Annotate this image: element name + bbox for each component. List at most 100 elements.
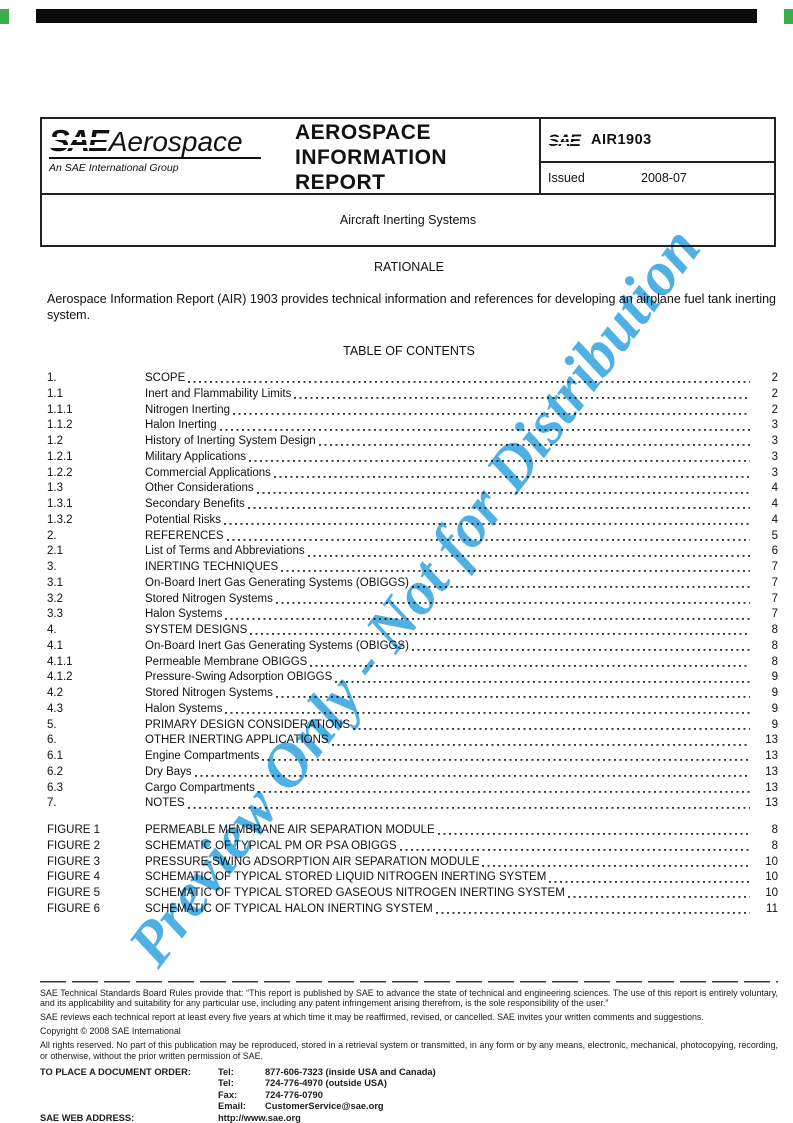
toc-entry-title: List of Terms and Abbreviations [145, 545, 305, 558]
dot-leader [219, 418, 750, 434]
toc-entry-number: FIGURE 5 [47, 887, 101, 899]
toc-entry-number: 4.3 [47, 702, 63, 715]
brand-name: Aerospace [108, 126, 243, 158]
dot-leader [273, 465, 750, 482]
toc-entry-title: SCHEMATIC OF TYPICAL STORED GASEOUS NITR… [145, 887, 565, 899]
toc-entry: 1.3.2 Potential Risks 4 [47, 512, 778, 1123]
toc-entry: 2. REFERENCES 5 [47, 528, 778, 1123]
toc-entry: 6.1 Engine Compartments 13 [47, 749, 778, 1123]
dot-leader [187, 796, 750, 812]
toc-entry-title: PERMEABLE MEMBRANE AIR SEPARATION MODULE [145, 824, 435, 836]
logo-tagline: An SAE International Group [49, 162, 179, 175]
rationale-body: Aerospace Information Report (AIR) 1903 … [47, 292, 776, 322]
footer-divider [40, 981, 778, 983]
document-type-title: AEROSPACE INFORMATION REPORT [295, 119, 539, 194]
figure-entry: FIGURE 2 SCHEMATIC OF TYPICAL PM OR PSA O… [47, 838, 778, 1123]
order-block-label: TO PLACE A DOCUMENT ORDER: [40, 1066, 191, 1077]
toc-entry: 1.3.1 Secondary Benefits 4 [47, 497, 778, 1123]
scan-artifact-tab-left [0, 9, 9, 24]
toc-entry-number: 1.3.1 [47, 498, 73, 510]
toc-entry-number: 6.2 [47, 765, 63, 778]
dot-leader [310, 654, 750, 671]
copyright-notice: Copyright © 2008 SAE International [40, 1026, 181, 1037]
order-email-link[interactable]: CustomerService@sae.org [265, 1101, 384, 1112]
toc-entry-title: Dry Bays [145, 765, 192, 778]
toc-entry-number: 7. [47, 797, 57, 810]
document-subtitle-row: Aircraft Inerting Systems [42, 195, 774, 245]
document-info-cell: SAE AIR1903 Issued 2008-07 [539, 119, 774, 193]
order-line-value: 877-606-7323 (inside USA and Canada) [265, 1066, 436, 1077]
issued-date: 2008-07 [641, 171, 687, 185]
dot-leader [275, 686, 750, 702]
figure-entry: FIGURE 4 SCHEMATIC OF TYPICAL STORED LIQU… [47, 870, 778, 1123]
toc-entry: 1.1 Inert and Flammability Limits 2 [47, 386, 778, 1123]
toc-entry-title: History of Inerting System Design [145, 435, 316, 447]
dot-leader [194, 764, 750, 781]
toc-entry-title: On-Board Inert Gas Generating Systems (O… [145, 576, 409, 589]
toc-entry: 1.2.1 Military Applications 3 [47, 449, 778, 1123]
dot-leader [335, 670, 750, 686]
toc-entry: 4.3 Halon Systems 9 [47, 701, 778, 1123]
footer-notice: All rights reserved. No part of this pub… [40, 1040, 778, 1061]
scan-artifact-tab-right [784, 9, 793, 24]
toc-entry-title: PRIMARY DESIGN CONSIDERATIONS [145, 718, 351, 731]
toc-entry-number: 3.2 [47, 592, 63, 605]
dot-leader [411, 575, 750, 592]
dot-leader [435, 901, 750, 918]
footer: SAE Technical Standards Board Rules prov… [40, 981, 778, 1123]
document-number-row: SAE AIR1903 [541, 119, 774, 163]
document-type-text: AEROSPACE INFORMATION REPORT [295, 121, 448, 194]
web-address-label: SAE WEB ADDRESS: [40, 1112, 135, 1123]
dot-leader [250, 623, 750, 639]
figure-entry: FIGURE 5 SCHEMATIC OF TYPICAL STORED GASE… [47, 886, 778, 1123]
toc-entry-number: 4.1 [47, 639, 63, 652]
order-line-value: 724-776-0790 [265, 1089, 323, 1100]
toc-entry-title: Stored Nitrogen Systems [145, 687, 273, 699]
toc-entry-title: Halon Systems [145, 608, 223, 621]
toc-entry: 1.3 Other Considerations 4 [47, 481, 778, 1123]
toc-entry: 6. OTHER INERTING APPLICATIONS 13 [47, 733, 778, 1123]
toc-entry: 4.1 On-Board Inert Gas Generating Systems… [47, 638, 778, 1123]
dot-leader [437, 823, 750, 839]
dot-leader [567, 886, 750, 902]
toc-entry: 7. NOTES 13 [47, 796, 778, 1123]
figure-entry: FIGURE 6 SCHEMATIC OF TYPICAL HALON INERT… [47, 901, 778, 1123]
toc-entry-title: Permeable Membrane OBIGGS [145, 655, 308, 668]
toc-entry-title: SCHEMATIC OF TYPICAL PM OR PSA OBIGGS [145, 839, 397, 852]
toc-entry: 1. SCOPE 2 [47, 371, 778, 1123]
toc-entry: 6.3 Cargo Compartments 13 [47, 780, 778, 1123]
toc-entry-number: 4. [47, 624, 57, 636]
web-address-link[interactable]: http://www.sae.org [218, 1112, 301, 1123]
dot-leader [247, 497, 750, 513]
footer-notice: SAE Technical Standards Board Rules prov… [40, 987, 778, 1009]
toc-entry: 2.1 List of Terms and Abbreviations 6 [47, 544, 778, 1123]
toc-entry-title: NOTES [145, 797, 185, 810]
dot-leader [275, 591, 750, 608]
toc-entry-title: Potential Risks [145, 513, 222, 526]
dot-leader [353, 717, 750, 734]
toc-entry-number: FIGURE 2 [47, 839, 101, 852]
footer-notice: SAE reviews each technical report at lea… [40, 1012, 704, 1023]
figure-entry: FIGURE 1 PERMEABLE MEMBRANE AIR SEPARATIO… [47, 823, 778, 1123]
toc-entry-number: 1.1.2 [47, 419, 73, 432]
toc-entry: 1.2 History of Inerting System Design 3 [47, 434, 778, 1123]
dot-leader [224, 512, 750, 529]
scan-artifact-bar [36, 9, 757, 23]
toc-entry-number: 2. [47, 529, 57, 542]
toc-entry-title: Commercial Applications [145, 466, 271, 479]
toc-entry: 4.1.2 Pressure-Swing Adsorption OBIGGS 9 [47, 670, 778, 1123]
dot-leader [225, 607, 750, 623]
toc-entry-number: 1.1.1 [47, 403, 73, 416]
issued-row: Issued 2008-07 [541, 163, 774, 193]
toc-entry: 6.2 Dry Bays 13 [47, 764, 778, 1123]
dot-leader [188, 371, 750, 387]
toc-entry: 3. INERTING TECHNIQUES 7 [47, 560, 778, 1123]
toc-entry-number: FIGURE 4 [47, 871, 101, 884]
sae-logo-icon: SAE [47, 123, 109, 158]
toc-entry-number: 1.2.2 [47, 466, 73, 479]
toc-entry-title: Nitrogen Inerting [145, 403, 231, 416]
toc-entry-title: SCOPE [145, 372, 186, 384]
toc-entry: 3.1 On-Board Inert Gas Generating Systems… [47, 575, 778, 1123]
toc-heading: TABLE OF CONTENTS [343, 344, 475, 358]
